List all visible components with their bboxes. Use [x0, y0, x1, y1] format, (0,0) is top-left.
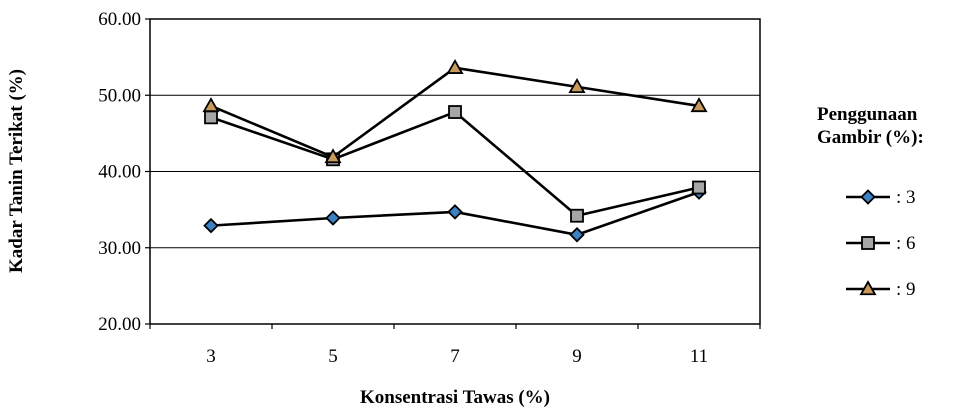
y-tick-label: 60.00: [98, 9, 141, 30]
gridlines: [150, 94, 760, 249]
x-tick-label: 3: [206, 346, 216, 367]
legend-marker-square: [861, 236, 875, 250]
legend-title-line1: Penggunaan: [817, 104, 918, 125]
data-point-triangle: [690, 97, 708, 113]
y-tick-label: 20.00: [98, 314, 141, 335]
y-axis-title: Kadar Tanin Terikat (%): [6, 69, 27, 273]
series-2: [202, 58, 708, 164]
series-layer: [202, 58, 708, 243]
x-tick-label: 9: [572, 346, 582, 367]
legend-title-line2: Gambir (%):: [817, 127, 924, 148]
legend-marker-diamond: [860, 189, 876, 205]
x-axis-ticks: 3 5 7 9 11: [149, 324, 761, 367]
legend-entry: : 6: [846, 233, 916, 254]
data-point-diamond: [325, 210, 341, 226]
legend-entry: : 9: [846, 279, 916, 300]
data-point-square: [692, 180, 706, 195]
data-point-diamond: [569, 227, 585, 243]
legend-entry: : 3: [846, 187, 916, 208]
x-axis-title: Konsentrasi Tawas (%): [360, 387, 550, 408]
data-point-diamond: [447, 204, 463, 220]
y-tick-label: 30.00: [98, 238, 141, 259]
legend-label: : 3: [896, 187, 916, 208]
data-point-square: [204, 110, 218, 125]
legend: : 3 : 6 : 9: [846, 187, 916, 300]
data-point-triangle: [568, 78, 586, 94]
legend-label: : 9: [896, 279, 916, 300]
legend-marker-triangle: [859, 280, 877, 296]
legend-label: : 6: [896, 233, 916, 254]
x-tick-label: 5: [328, 346, 338, 367]
data-point-triangle: [324, 148, 342, 164]
series-0: [203, 184, 707, 243]
data-point-square: [570, 208, 584, 223]
data-point-diamond: [203, 217, 219, 234]
y-tick-label: 40.00: [98, 162, 141, 183]
data-point-triangle: [202, 97, 220, 113]
y-axis-ticks: 20.00 30.00 40.00 50.00 60.00: [98, 9, 150, 335]
x-tick-label: 11: [690, 346, 708, 367]
y-tick-label: 50.00: [98, 85, 141, 106]
x-tick-label: 7: [450, 346, 460, 367]
data-point-triangle: [446, 58, 464, 74]
data-point-square: [448, 105, 462, 119]
series-line: [210, 110, 700, 218]
